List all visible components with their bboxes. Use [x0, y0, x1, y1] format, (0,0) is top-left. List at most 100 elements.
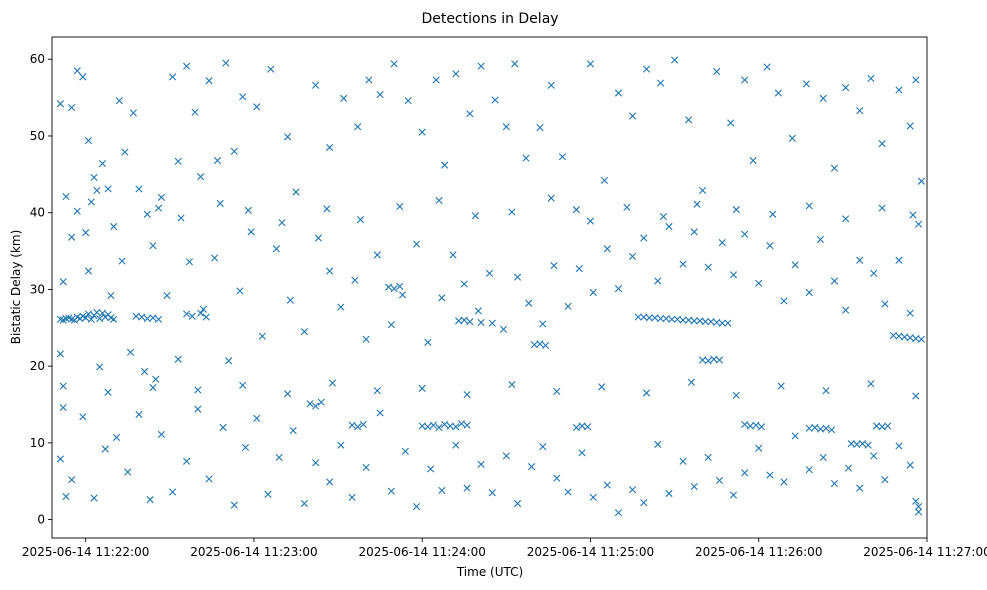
data-point [449, 251, 457, 259]
data-point [404, 97, 412, 105]
data-point [356, 216, 365, 224]
data-point [645, 314, 653, 322]
data-point [258, 332, 266, 340]
data-point [59, 278, 67, 286]
data-point [438, 294, 446, 302]
data-point [774, 89, 782, 97]
data-point [219, 423, 227, 432]
data-point [679, 316, 687, 324]
data-point [488, 319, 496, 327]
data-point [752, 421, 760, 429]
data-point [914, 502, 923, 511]
data-point [359, 420, 367, 429]
data-point [687, 378, 696, 386]
data-point [384, 283, 393, 291]
data-point [522, 154, 530, 162]
data-point [589, 288, 597, 297]
data-point [881, 476, 889, 484]
data-point [84, 267, 93, 275]
data-point [780, 478, 788, 486]
y-tick-label: 20 [30, 359, 45, 373]
data-point [777, 382, 785, 390]
data-point [805, 466, 813, 474]
data-point [253, 103, 261, 111]
data-point [169, 73, 177, 81]
data-point [286, 296, 294, 304]
data-point [73, 67, 81, 75]
data-point [542, 341, 550, 350]
data-point [656, 314, 665, 323]
data-point [614, 285, 623, 293]
data-point [909, 211, 917, 219]
y-tick-label: 60 [30, 52, 45, 66]
data-point [337, 441, 345, 449]
data-point [241, 443, 250, 452]
data-point [471, 212, 480, 220]
data-point [603, 245, 611, 253]
data-point [110, 315, 118, 323]
data-point [239, 93, 247, 101]
data-point [362, 335, 370, 343]
data-point [435, 196, 443, 205]
data-point [205, 77, 213, 85]
data-point [96, 363, 104, 371]
data-point [452, 441, 460, 449]
data-point [914, 508, 923, 516]
data-point [513, 499, 522, 508]
data-point [87, 198, 95, 206]
data-point [312, 402, 320, 410]
data-point [93, 186, 101, 195]
data-point [149, 314, 157, 322]
data-point [174, 355, 182, 363]
data-point [586, 60, 595, 68]
data-point [508, 380, 516, 389]
y-axis-ticks: 0 10 20 30 40 50 60 [30, 52, 52, 527]
data-point [457, 420, 466, 428]
data-point [791, 432, 799, 440]
data-point [906, 309, 914, 317]
data-point [564, 488, 572, 496]
data-point [79, 73, 87, 81]
data-point [856, 484, 864, 492]
data-point [699, 186, 707, 195]
data-point [314, 234, 323, 242]
data-point [118, 257, 126, 265]
data-point [396, 282, 404, 290]
data-point [230, 147, 238, 155]
data-point [463, 390, 471, 399]
data-point [729, 271, 738, 279]
y-tick-label: 40 [30, 206, 45, 220]
data-point [98, 309, 107, 317]
data-point [56, 455, 65, 463]
data-point [306, 400, 314, 408]
plot-background [52, 37, 927, 538]
data-point [640, 499, 648, 507]
data-point [460, 316, 468, 324]
data-point [326, 478, 334, 486]
data-point [575, 265, 583, 273]
data-point [183, 310, 191, 318]
data-point [547, 194, 555, 202]
data-point [856, 256, 864, 264]
data-point [749, 156, 757, 165]
data-point [856, 107, 864, 115]
data-point [267, 65, 275, 73]
data-point [614, 509, 623, 517]
data-point [96, 314, 104, 323]
data-point [216, 199, 224, 208]
data-point [665, 222, 673, 231]
data-point [376, 90, 384, 99]
data-point [197, 173, 205, 181]
data-point [755, 279, 763, 287]
data-point [183, 457, 191, 465]
data-point [452, 423, 460, 431]
data-point [348, 421, 356, 429]
data-point [418, 128, 426, 136]
data-point [870, 452, 878, 460]
data-point [830, 479, 839, 488]
data-point [79, 413, 87, 421]
data-point [715, 356, 724, 364]
data-point [222, 59, 230, 67]
data-point [864, 441, 872, 449]
data-point [654, 440, 662, 448]
